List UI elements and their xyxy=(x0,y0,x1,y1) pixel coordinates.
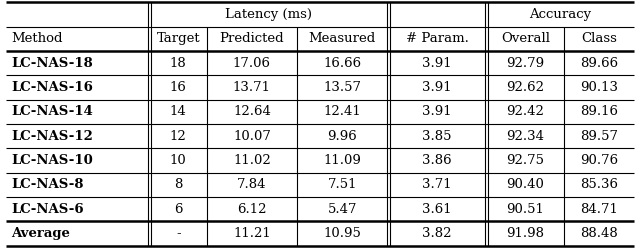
Text: LC-NAS-6: LC-NAS-6 xyxy=(11,203,83,216)
Text: LC-NAS-10: LC-NAS-10 xyxy=(11,154,93,167)
Text: 11.21: 11.21 xyxy=(233,227,271,240)
Text: Target: Target xyxy=(156,32,200,45)
Text: 92.34: 92.34 xyxy=(506,130,545,143)
Text: 91.98: 91.98 xyxy=(506,227,545,240)
Text: 12.41: 12.41 xyxy=(323,105,361,118)
Text: 11.09: 11.09 xyxy=(323,154,361,167)
Text: LC-NAS-12: LC-NAS-12 xyxy=(11,130,93,143)
Text: Latency (ms): Latency (ms) xyxy=(225,8,312,21)
Text: LC-NAS-18: LC-NAS-18 xyxy=(11,57,93,70)
Text: 16: 16 xyxy=(170,81,187,94)
Text: 92.75: 92.75 xyxy=(506,154,545,167)
Text: 90.51: 90.51 xyxy=(506,203,544,216)
Text: 3.91: 3.91 xyxy=(422,57,452,70)
Text: 3.91: 3.91 xyxy=(422,81,452,94)
Text: 6: 6 xyxy=(174,203,182,216)
Text: 10: 10 xyxy=(170,154,187,167)
Text: 5.47: 5.47 xyxy=(328,203,357,216)
Text: 7.84: 7.84 xyxy=(237,178,267,191)
Text: 7.51: 7.51 xyxy=(328,178,357,191)
Text: 3.61: 3.61 xyxy=(422,203,452,216)
Text: 92.79: 92.79 xyxy=(506,57,545,70)
Text: 90.13: 90.13 xyxy=(580,81,618,94)
Text: 90.40: 90.40 xyxy=(506,178,544,191)
Text: 13.57: 13.57 xyxy=(323,81,362,94)
Text: Class: Class xyxy=(581,32,617,45)
Text: LC-NAS-8: LC-NAS-8 xyxy=(11,178,83,191)
Text: 89.16: 89.16 xyxy=(580,105,618,118)
Text: Accuracy: Accuracy xyxy=(529,8,591,21)
Text: 14: 14 xyxy=(170,105,187,118)
Text: 9.96: 9.96 xyxy=(328,130,357,143)
Text: Overall: Overall xyxy=(501,32,550,45)
Text: Method: Method xyxy=(11,32,62,45)
Text: 3.71: 3.71 xyxy=(422,178,452,191)
Text: Average: Average xyxy=(11,227,70,240)
Text: Measured: Measured xyxy=(308,32,376,45)
Text: LC-NAS-14: LC-NAS-14 xyxy=(11,105,93,118)
Text: 92.42: 92.42 xyxy=(506,105,544,118)
Text: Predicted: Predicted xyxy=(220,32,284,45)
Text: LC-NAS-16: LC-NAS-16 xyxy=(11,81,93,94)
Text: 89.57: 89.57 xyxy=(580,130,618,143)
Text: 12: 12 xyxy=(170,130,187,143)
Text: 92.62: 92.62 xyxy=(506,81,545,94)
Text: 18: 18 xyxy=(170,57,187,70)
Text: 11.02: 11.02 xyxy=(233,154,271,167)
Text: -: - xyxy=(176,227,180,240)
Text: 13.71: 13.71 xyxy=(233,81,271,94)
Text: 10.07: 10.07 xyxy=(233,130,271,143)
Text: 3.82: 3.82 xyxy=(422,227,452,240)
Text: 8: 8 xyxy=(174,178,182,191)
Text: 10.95: 10.95 xyxy=(323,227,361,240)
Text: 17.06: 17.06 xyxy=(233,57,271,70)
Text: 3.85: 3.85 xyxy=(422,130,452,143)
Text: 84.71: 84.71 xyxy=(580,203,618,216)
Text: 88.48: 88.48 xyxy=(580,227,618,240)
Text: # Param.: # Param. xyxy=(406,32,468,45)
Text: 12.64: 12.64 xyxy=(233,105,271,118)
Text: 6.12: 6.12 xyxy=(237,203,267,216)
Text: 3.86: 3.86 xyxy=(422,154,452,167)
Text: 3.91: 3.91 xyxy=(422,105,452,118)
Text: 89.66: 89.66 xyxy=(580,57,618,70)
Text: 90.76: 90.76 xyxy=(580,154,618,167)
Text: 85.36: 85.36 xyxy=(580,178,618,191)
Text: 16.66: 16.66 xyxy=(323,57,362,70)
